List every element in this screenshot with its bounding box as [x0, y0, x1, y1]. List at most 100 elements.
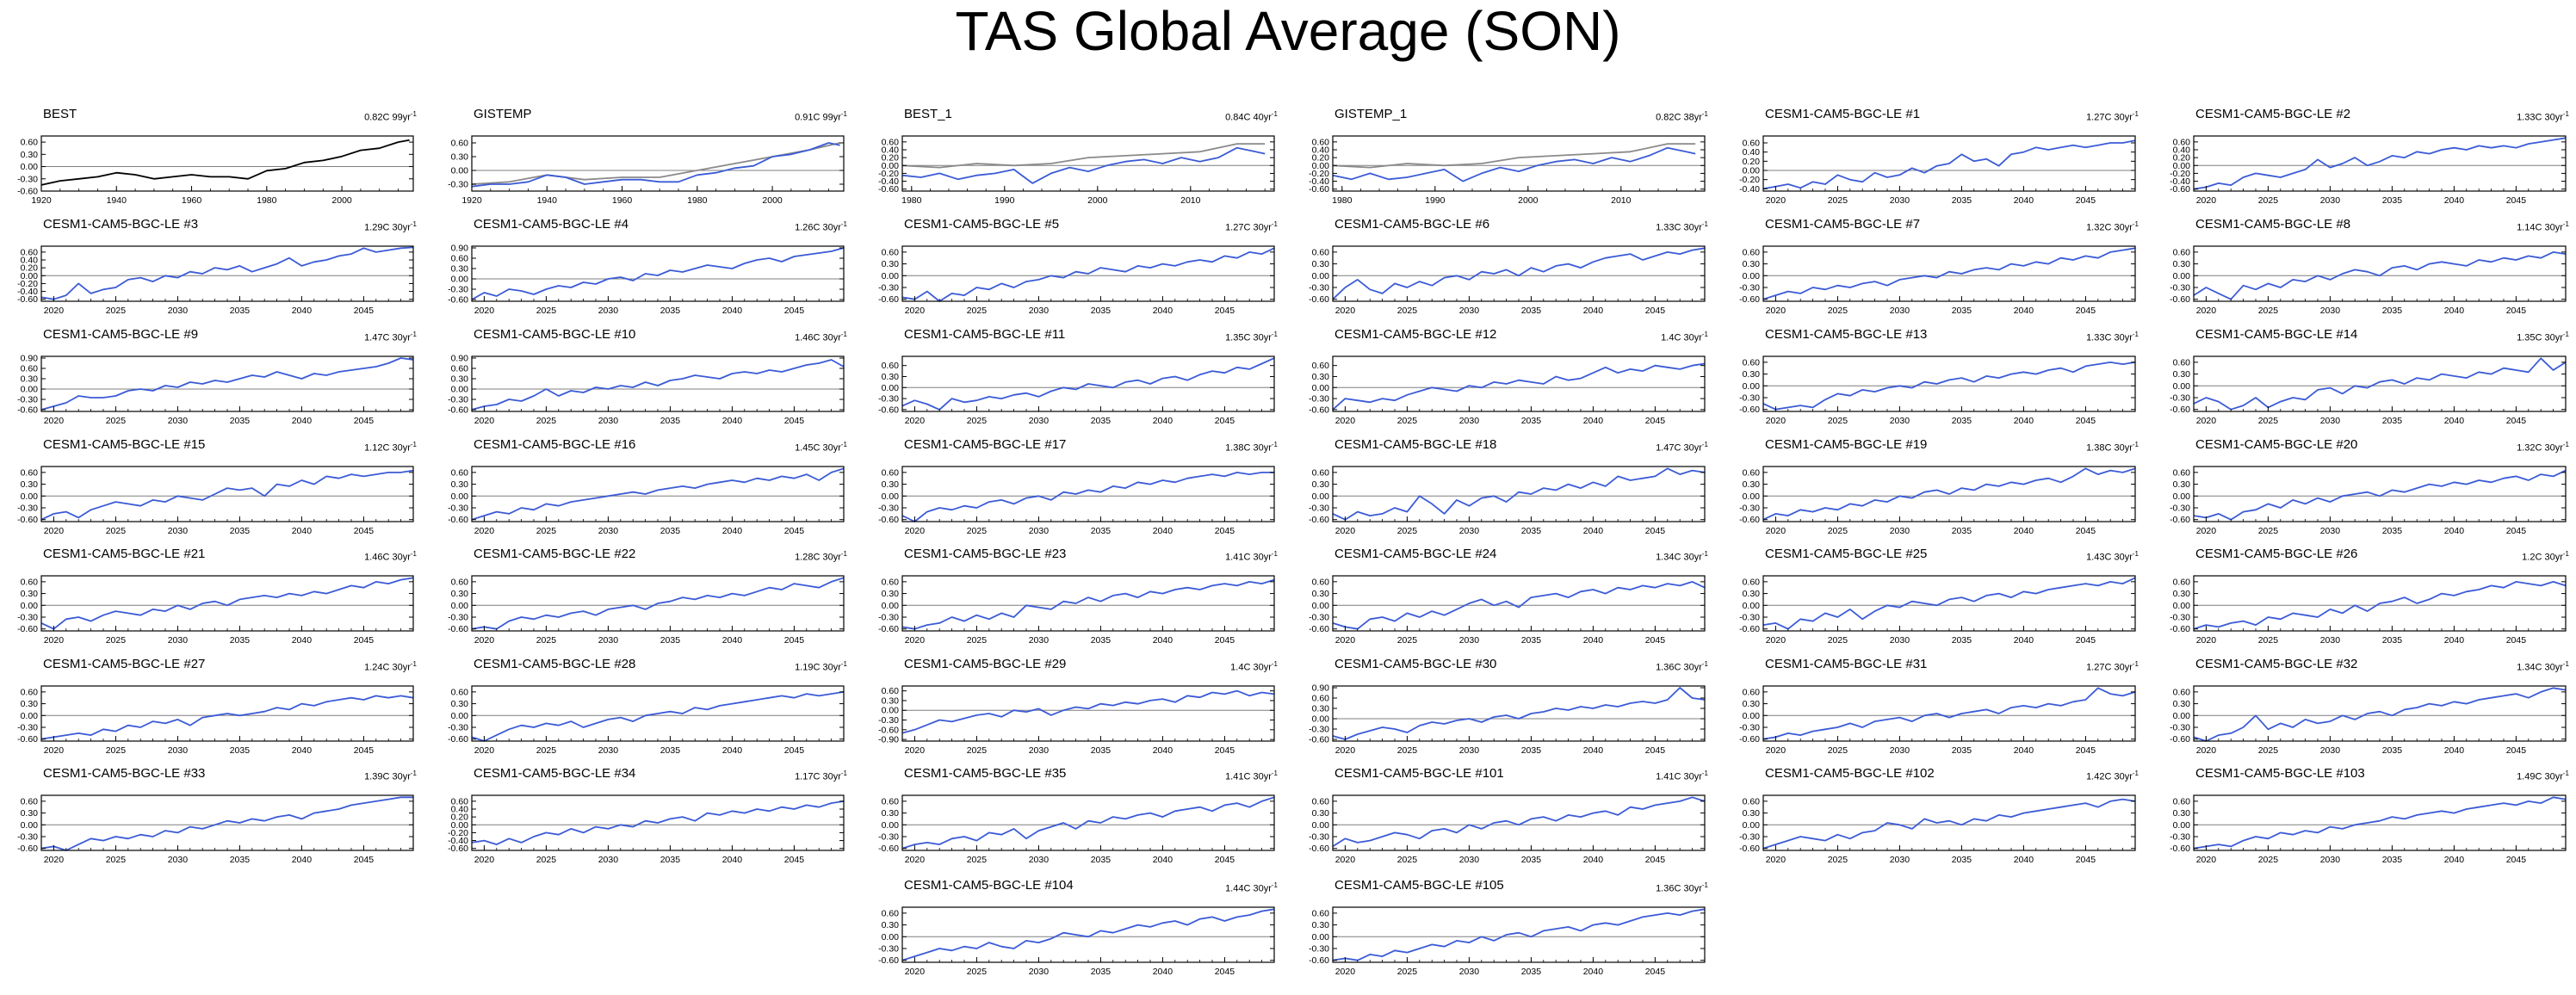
- y-tick-label: -0.60: [878, 725, 899, 735]
- x-tick-label: 2030: [1890, 745, 1910, 756]
- x-tick-label: 2045: [1645, 526, 1666, 536]
- panel-title: CESM1-CAM5-BGC-LE #104: [904, 878, 1074, 893]
- y-tick-label: 0.60: [1312, 137, 1330, 147]
- y-tick-label: 0.30: [21, 479, 39, 490]
- trend-value: 1.36C 30yr: [1656, 662, 1702, 673]
- chart-panel: CESM1-CAM5-BGC-LE #4 1.26C 30yr-1 0.90 0.60…: [430, 217, 861, 316]
- x-tick-label: 2045: [1645, 967, 1666, 977]
- x-tick-label: 2025: [2258, 306, 2279, 316]
- x-tick-label: 2030: [1459, 526, 1480, 536]
- x-tick-label: 2040: [2444, 526, 2465, 536]
- series-line: [1332, 143, 1696, 169]
- y-tick-label: 0.30: [451, 589, 469, 599]
- x-tick-label: 2020: [1335, 635, 1356, 646]
- x-tick-label: 2040: [722, 745, 743, 756]
- trend-unit: -1: [840, 441, 847, 448]
- x-tick-label: 2020: [44, 306, 65, 316]
- x-tick-label: 2020: [1766, 416, 1786, 426]
- x-tick-label: 2045: [354, 416, 375, 426]
- chart-panel: CESM1-CAM5-BGC-LE #35 1.41C 30yr-1 0.60 0.3…: [861, 766, 1291, 865]
- panel-title: CESM1-CAM5-BGC-LE #14: [2195, 327, 2358, 342]
- y-tick-label: -0.60: [2170, 184, 2190, 195]
- x-tick-label: 2040: [1583, 416, 1604, 426]
- chart-panel: CESM1-CAM5-BGC-LE #30 1.36C 30yr-1 0.90 0.6…: [1291, 657, 1722, 756]
- chart-panel: CESM1-CAM5-BGC-LE #17 1.38C 30yr-1 0.60 0.3…: [861, 437, 1291, 536]
- trend-unit: -1: [2562, 331, 2569, 338]
- panel-trend: 1.38C 30yr-1: [1225, 439, 1278, 454]
- panel-trend: 1.17C 30yr-1: [795, 768, 847, 783]
- x-tick-label: 2040: [722, 855, 743, 865]
- x-tick-label: 2030: [1029, 855, 1050, 865]
- panel-trend: 1.4C 30yr-1: [1230, 658, 1278, 674]
- trend-value: 0.82C 99yr: [364, 112, 411, 123]
- x-tick-label: 2025: [106, 526, 127, 536]
- x-tick-label: 2045: [2076, 306, 2096, 316]
- trend-value: 1.46C 30yr: [364, 552, 411, 563]
- series-line: [1332, 247, 1706, 300]
- y-tick-label: 0.30: [882, 695, 900, 706]
- y-tick-label: -0.30: [17, 723, 38, 733]
- y-tick-label: -0.30: [17, 504, 38, 514]
- plot-frame: [2193, 245, 2567, 302]
- y-tick-label: 0.30: [1743, 479, 1761, 490]
- y-tick-label: -0.60: [1309, 294, 1329, 305]
- y-tick-label: 0.60: [882, 361, 900, 371]
- y-tick-label: 0.20: [1743, 157, 1761, 167]
- y-tick-label: -0.30: [878, 394, 899, 405]
- panel-title: CESM1-CAM5-BGC-LE #105: [1334, 878, 1504, 893]
- chart-panel: CESM1-CAM5-BGC-LE #27 1.24C 30yr-1 0.60 0.3…: [0, 657, 430, 756]
- panel-title: CESM1-CAM5-BGC-LE #8: [2195, 217, 2351, 232]
- panel-title: GISTEMP_1: [1334, 107, 1408, 121]
- x-tick-label: 2025: [1828, 855, 1848, 865]
- x-tick-label: 2025: [1828, 416, 1848, 426]
- x-tick-label: 2030: [598, 416, 619, 426]
- x-tick-label: 2035: [1091, 967, 1112, 977]
- x-tick-label: 2040: [2014, 416, 2034, 426]
- panel-trend: 1.49C 30yr-1: [2517, 768, 2569, 783]
- x-tick-label: 2030: [1029, 745, 1050, 756]
- y-tick-label: 0.60: [882, 247, 900, 257]
- panel-trend: 1.26C 30yr-1: [795, 219, 847, 234]
- trend-unit: -1: [1701, 550, 1708, 558]
- series-line: [2193, 581, 2567, 630]
- plot-frame: [1332, 135, 1706, 192]
- y-tick-label: -0.30: [2170, 393, 2190, 404]
- x-tick-label: 2030: [2320, 306, 2341, 316]
- y-tick-label: -0.60: [17, 405, 38, 416]
- chart-panel: CESM1-CAM5-BGC-LE #25 1.43C 30yr-1 0.60 0.3…: [1722, 547, 2152, 646]
- x-tick-label: 2025: [536, 745, 557, 756]
- x-tick-label: 2030: [598, 855, 619, 865]
- y-tick-label: -0.60: [17, 187, 38, 197]
- x-tick-label: 2035: [2382, 635, 2403, 646]
- y-tick-label: -0.60: [1309, 624, 1329, 634]
- series-line: [2193, 357, 2567, 411]
- x-tick-label: 2030: [1890, 306, 1910, 316]
- plot-frame: [901, 135, 1275, 192]
- x-tick-label: 2030: [1890, 416, 1910, 426]
- x-tick-label: 1980: [687, 195, 708, 206]
- y-tick-label: -0.30: [1739, 393, 1760, 404]
- panel-title: CESM1-CAM5-BGC-LE #17: [904, 437, 1067, 452]
- panel-title: CESM1-CAM5-BGC-LE #5: [904, 217, 1060, 232]
- panel-title: CESM1-CAM5-BGC-LE #29: [904, 657, 1067, 671]
- trend-value: 1.47C 30yr: [1656, 442, 1702, 454]
- panel-trend: 1.42C 30yr-1: [2086, 768, 2139, 783]
- x-tick-label: 2025: [1397, 967, 1418, 977]
- x-tick-label: 2020: [2196, 416, 2217, 426]
- x-tick-label: 1960: [182, 195, 202, 206]
- x-tick-label: 2020: [474, 635, 495, 646]
- x-tick-label: 2025: [967, 967, 988, 977]
- y-tick-label: 0.60: [451, 254, 469, 264]
- panel-trend: 1.28C 30yr-1: [795, 548, 847, 564]
- trend-unit: -1: [2562, 769, 2569, 777]
- x-tick-label: 2025: [967, 745, 988, 756]
- chart-svg: 0.60 0.30 0.00 -0.30 1920 1940 1960 1980 2000: [448, 135, 845, 206]
- y-tick-label: -0.60: [1739, 405, 1760, 415]
- panel-title: CESM1-CAM5-BGC-LE #18: [1334, 437, 1497, 452]
- y-tick-label: 0.30: [1312, 589, 1330, 599]
- panel-title: CESM1-CAM5-BGC-LE #101: [1334, 766, 1504, 781]
- y-tick-label: 0.60: [21, 577, 39, 587]
- x-tick-label: 2020: [44, 635, 65, 646]
- x-tick-label: 2025: [1828, 195, 1848, 206]
